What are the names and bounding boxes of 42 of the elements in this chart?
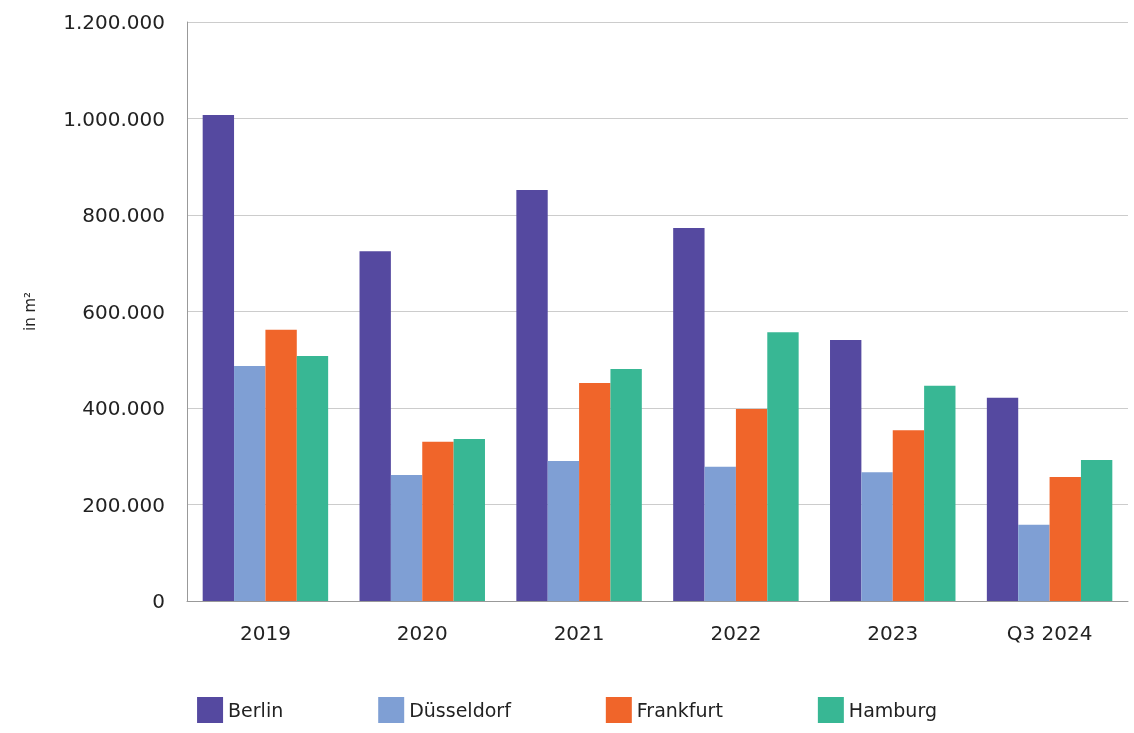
y-tick-label: 1.200.000 xyxy=(63,10,165,34)
bar xyxy=(359,251,391,601)
bar xyxy=(1018,524,1050,601)
bar xyxy=(202,115,235,601)
bar xyxy=(296,355,329,601)
bar xyxy=(610,368,642,601)
bar xyxy=(673,228,705,601)
bar xyxy=(579,382,611,601)
legend-label: Frankfurt xyxy=(636,699,723,721)
bar xyxy=(234,366,266,601)
x-tick-label: 2021 xyxy=(553,621,605,645)
x-tick-label: Q3 2024 xyxy=(1006,621,1093,645)
y-tick-label: 400.000 xyxy=(82,396,165,420)
bar xyxy=(986,397,1019,601)
bar xyxy=(892,430,925,601)
bar xyxy=(830,339,862,601)
bar xyxy=(453,438,485,601)
y-tick-label: 0 xyxy=(152,589,165,613)
y-axis-title: in m² xyxy=(20,291,39,332)
y-tick-label: 600.000 xyxy=(82,299,165,324)
y-tick-label: 200.000 xyxy=(82,492,165,517)
bar xyxy=(1080,460,1113,601)
legend-label: Düsseldorf xyxy=(409,699,513,721)
bar xyxy=(422,441,454,601)
x-tick-label: 2022 xyxy=(710,621,762,645)
bar xyxy=(390,475,423,601)
bar xyxy=(735,408,768,601)
legend-label: Berlin xyxy=(228,699,284,721)
bar xyxy=(265,329,297,601)
bar xyxy=(861,472,893,601)
x-tick-label: 2020 xyxy=(396,621,448,645)
bar xyxy=(767,332,799,601)
bar xyxy=(547,461,580,601)
x-tick-label: 2019 xyxy=(239,621,291,645)
y-tick-label: 1.000.000 xyxy=(63,106,165,131)
bar xyxy=(1049,477,1081,601)
x-tick-label: 2023 xyxy=(867,621,919,645)
bar xyxy=(516,189,548,601)
legend-label: Hamburg xyxy=(848,699,937,721)
bar xyxy=(924,385,956,601)
bar xyxy=(704,466,736,601)
y-tick-label: 800.000 xyxy=(82,203,165,227)
